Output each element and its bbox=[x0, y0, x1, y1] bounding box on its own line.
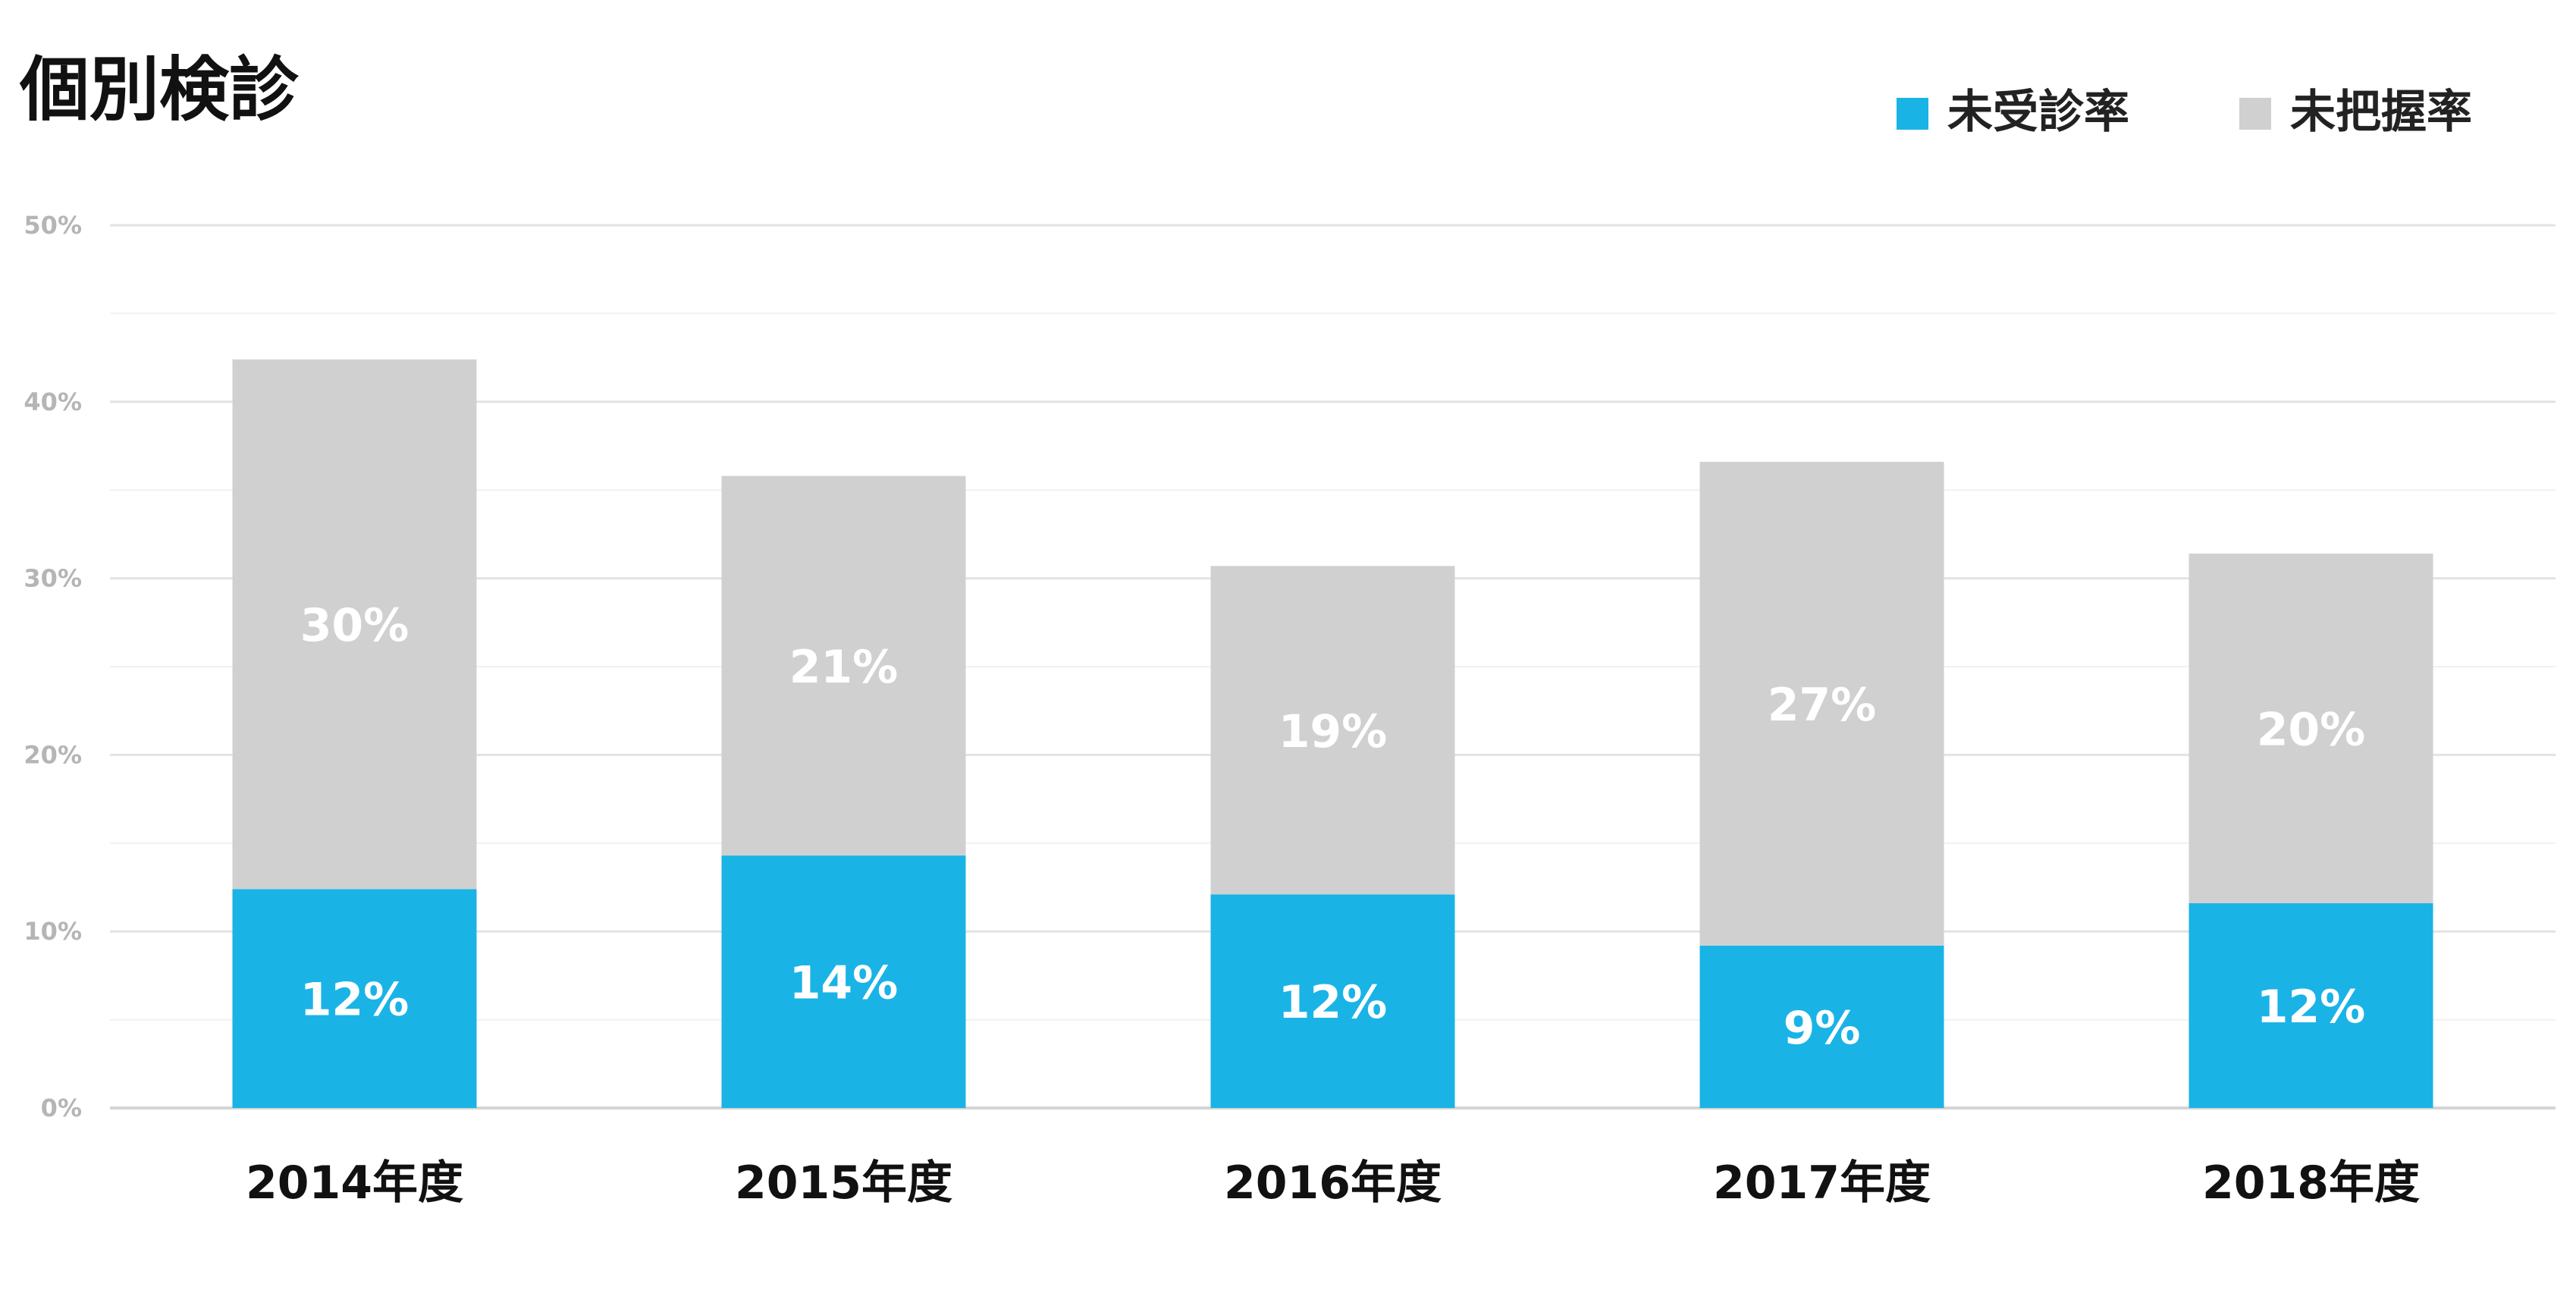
legend-swatch-unexamined bbox=[1897, 98, 1928, 130]
data-label: 14% bbox=[789, 957, 899, 1010]
y-tick-label: 20% bbox=[24, 740, 82, 769]
y-tick-label: 50% bbox=[24, 211, 82, 240]
chart-title: 個別検診 bbox=[19, 49, 300, 130]
bar-segment-unknown bbox=[232, 359, 477, 890]
data-label: 20% bbox=[2257, 703, 2366, 756]
data-label: 12% bbox=[300, 974, 409, 1027]
y-axis: 0% 10% 20% 30% 40% 50% bbox=[24, 211, 82, 1122]
x-tick-label: 2015年度 bbox=[735, 1157, 952, 1210]
bar-segment-unknown bbox=[2189, 554, 2433, 903]
x-tick-label: 2018年度 bbox=[2202, 1157, 2420, 1210]
bar-segment-unknown bbox=[721, 476, 966, 856]
x-tick-label: 2016年度 bbox=[1224, 1157, 1442, 1210]
y-tick-label: 0% bbox=[41, 1094, 82, 1122]
y-tick-label: 40% bbox=[24, 388, 82, 416]
bar-segment-unexamined bbox=[2189, 902, 2433, 1108]
bar-segment-unexamined bbox=[721, 855, 966, 1108]
bar-segment-unknown bbox=[1210, 566, 1455, 895]
y-tick-label: 10% bbox=[24, 917, 82, 946]
legend: 未受診率 未把握率 bbox=[1897, 86, 2472, 139]
legend-label-unexamined: 未受診率 bbox=[1947, 86, 2129, 139]
data-label: 19% bbox=[1279, 705, 1388, 758]
data-label: 30% bbox=[300, 599, 409, 652]
legend-swatch-unknown bbox=[2239, 98, 2271, 130]
data-label: 12% bbox=[2257, 981, 2366, 1034]
bar-segment-unexamined bbox=[1210, 894, 1455, 1108]
x-tick-label: 2017年度 bbox=[1713, 1157, 1931, 1210]
data-label: 12% bbox=[1279, 976, 1388, 1029]
bar-segment-unexamined bbox=[232, 889, 477, 1108]
bar-segment-unexamined bbox=[1699, 945, 1944, 1108]
bar-segment-unknown bbox=[1699, 461, 1944, 946]
bars: 12% 30% 14% 21% 12% 19% 9% 27% 12% 20% bbox=[232, 359, 2433, 1108]
y-tick-label: 30% bbox=[24, 564, 82, 593]
data-label: 9% bbox=[1784, 1002, 1861, 1055]
data-label: 27% bbox=[1768, 679, 1877, 732]
data-label: 21% bbox=[789, 641, 899, 694]
x-axis: 2014年度 2015年度 2016年度 2017年度 2018年度 bbox=[246, 1157, 2420, 1210]
x-tick-label: 2014年度 bbox=[246, 1157, 463, 1210]
legend-label-unknown: 未把握率 bbox=[2290, 86, 2472, 139]
